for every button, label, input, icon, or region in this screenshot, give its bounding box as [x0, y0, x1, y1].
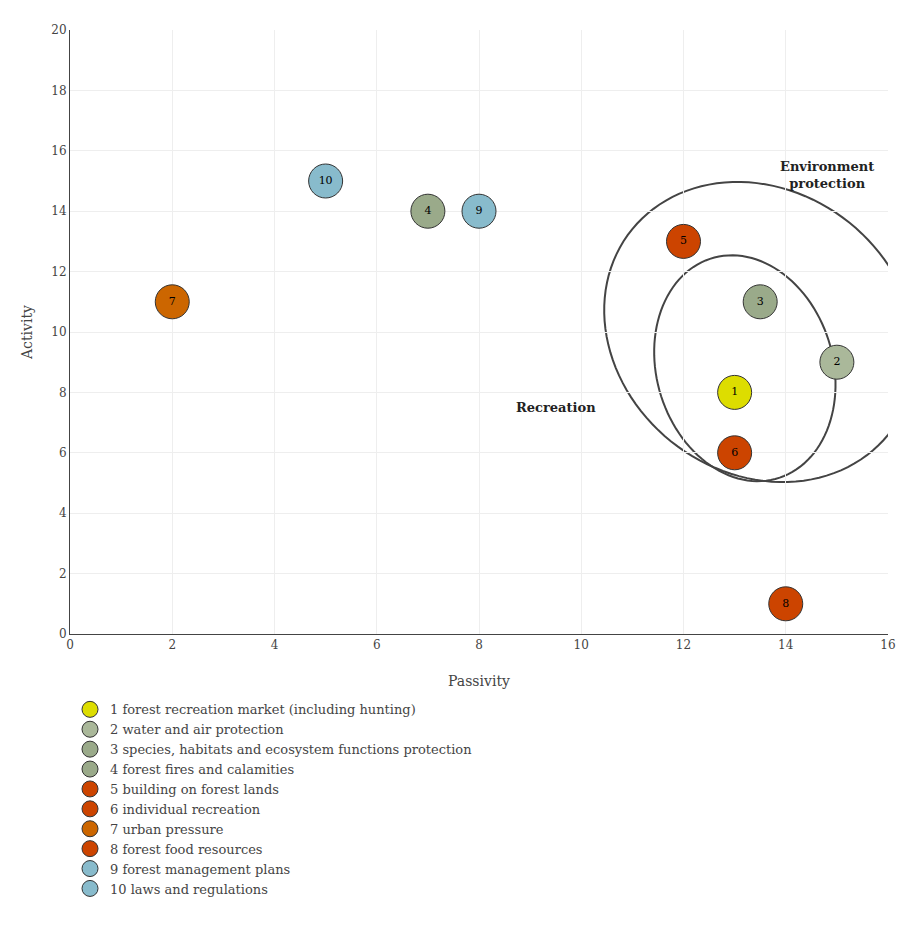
svg-text:10: 10 — [319, 174, 333, 187]
svg-text:10: 10 — [51, 325, 66, 339]
svg-text:1 forest recreation market (in: 1 forest recreation market (including hu… — [110, 702, 416, 717]
svg-text:Activity: Activity — [19, 305, 35, 360]
svg-text:14: 14 — [51, 204, 67, 218]
svg-text:0: 0 — [59, 627, 67, 641]
svg-text:20: 20 — [51, 23, 66, 37]
svg-text:16: 16 — [880, 638, 895, 652]
svg-text:Passivity: Passivity — [448, 673, 510, 689]
svg-text:4: 4 — [424, 204, 431, 217]
svg-text:10 laws and regulations: 10 laws and regulations — [110, 882, 268, 897]
svg-text:2: 2 — [168, 638, 176, 652]
svg-text:Recreation: Recreation — [516, 400, 596, 415]
svg-text:12: 12 — [51, 265, 66, 279]
svg-text:2 water and air protection: 2 water and air protection — [110, 722, 284, 737]
svg-text:6 individual recreation: 6 individual recreation — [110, 802, 261, 817]
svg-text:5: 5 — [680, 234, 687, 247]
svg-text:6: 6 — [731, 446, 738, 459]
svg-text:1: 1 — [731, 385, 738, 398]
svg-text:18: 18 — [51, 84, 66, 98]
svg-text:3 species, habitats and ecosys: 3 species, habitats and ecosystem functi… — [110, 742, 472, 757]
svg-text:8: 8 — [475, 638, 483, 652]
svg-text:4 forest fires and calamities: 4 forest fires and calamities — [110, 762, 294, 777]
svg-text:2: 2 — [59, 567, 67, 581]
svg-text:9: 9 — [476, 204, 483, 217]
svg-text:6: 6 — [59, 446, 67, 460]
svg-text:4: 4 — [59, 506, 67, 520]
svg-text:2: 2 — [833, 355, 840, 368]
svg-text:12: 12 — [676, 638, 691, 652]
svg-text:3: 3 — [757, 295, 764, 308]
svg-text:4: 4 — [271, 638, 279, 652]
svg-text:10: 10 — [574, 638, 589, 652]
svg-text:9 forest management plans: 9 forest management plans — [110, 862, 290, 877]
svg-text:16: 16 — [51, 144, 66, 158]
svg-text:8 forest food resources: 8 forest food resources — [110, 842, 263, 857]
svg-text:5 building on forest lands: 5 building on forest lands — [110, 782, 279, 797]
svg-text:7 urban pressure: 7 urban pressure — [110, 822, 224, 837]
svg-text:7: 7 — [169, 295, 176, 308]
svg-text:6: 6 — [373, 638, 381, 652]
svg-text:Environmentprotection: Environmentprotection — [780, 159, 874, 191]
svg-text:0: 0 — [66, 638, 74, 652]
svg-text:14: 14 — [778, 638, 794, 652]
svg-text:8: 8 — [782, 597, 789, 610]
svg-text:8: 8 — [59, 386, 67, 400]
